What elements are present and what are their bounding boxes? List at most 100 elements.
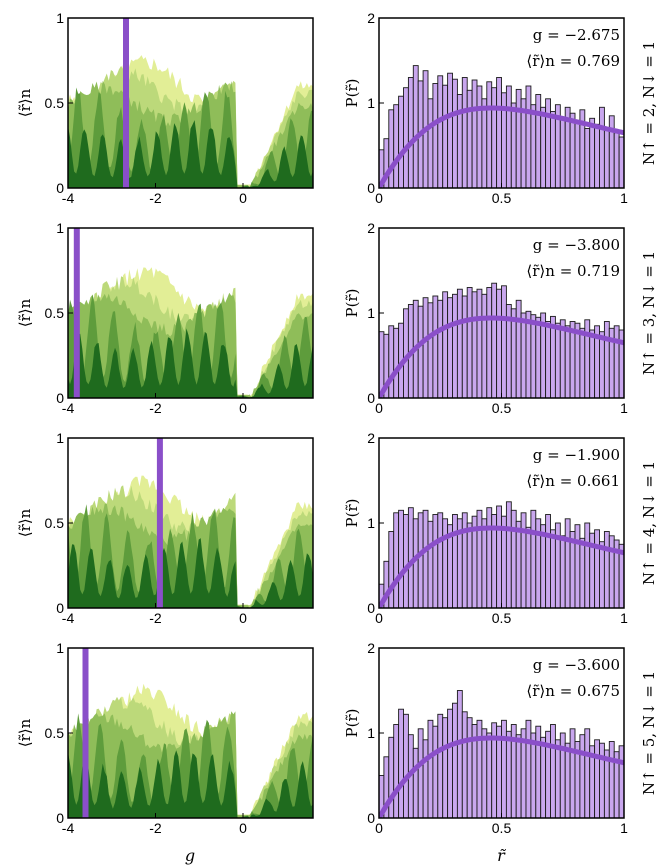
- histogram-bar: [594, 529, 600, 608]
- histogram-bar: [476, 719, 483, 818]
- y-tick-label: 0: [367, 600, 375, 616]
- histogram-bar: [486, 732, 493, 818]
- histogram-bar: [535, 94, 542, 188]
- histogram-bar: [584, 522, 591, 608]
- panel-row2-left: -4 -2 0 0 0.5 1 ⟨r̃⟩n: [16, 220, 314, 416]
- histogram-bar: [442, 717, 449, 818]
- g-value-annotation: g = −3.800: [533, 236, 620, 254]
- histogram-bar: [579, 537, 586, 608]
- y-tick-label: 1: [56, 640, 64, 656]
- histogram-bar: [515, 299, 522, 398]
- histogram-bar: [452, 293, 458, 398]
- y-tick-label: 2: [367, 220, 375, 236]
- histogram-bar: [525, 85, 532, 188]
- histogram-bar: [608, 535, 615, 608]
- histogram-bar: [466, 522, 473, 608]
- histogram-bar: [618, 543, 624, 608]
- histogram-bar: [608, 115, 615, 188]
- histogram-bar: [412, 65, 419, 188]
- histogram-bar: [388, 109, 395, 188]
- histogram-bar: [486, 81, 493, 188]
- panel-row2-right: 0 0.5 1 0 1 2 P(r̃) g = −3.800 ⟨r̃⟩n = 0.719 N↑ =…: [343, 220, 658, 416]
- histogram-bar: [510, 102, 517, 188]
- histogram-bar: [564, 325, 571, 398]
- y-tick-label: 1: [367, 305, 375, 321]
- histogram-bar: [476, 509, 483, 608]
- histogram-bar: [393, 512, 400, 608]
- histogram-bar: [525, 719, 532, 818]
- y-tick-label: 0: [367, 390, 375, 406]
- histogram-bar: [481, 98, 488, 188]
- reference-distribution-curve: [379, 315, 624, 398]
- histogram-bar: [505, 85, 512, 188]
- histogram-bar: [442, 291, 449, 398]
- histogram-bar: [403, 713, 409, 818]
- x-tick-label: 0: [375, 190, 383, 206]
- histogram-bar: [403, 514, 409, 608]
- histogram-bar: [559, 535, 566, 608]
- selected-g-marker-line: [156, 438, 163, 608]
- x-tick-label: 0: [239, 400, 247, 416]
- histogram-bar: [461, 512, 468, 608]
- particle-number-label: N↑ = 2, N↓ = 1: [640, 41, 658, 165]
- reference-distribution-curve: [379, 525, 624, 608]
- histogram-bar: [412, 747, 419, 818]
- histogram-bar: [496, 77, 502, 188]
- y-axis-label: ⟨r̃⟩n: [16, 718, 34, 747]
- histogram-bar: [579, 327, 586, 398]
- histogram-bar: [540, 106, 547, 188]
- histogram-bar: [427, 302, 434, 398]
- y-axis-label: P(r̃): [343, 79, 361, 108]
- y-axis-label: ⟨r̃⟩n: [16, 298, 34, 327]
- x-tick-label: 0.5: [492, 400, 512, 416]
- y-tick-label: 2: [367, 10, 375, 26]
- reference-distribution-curve: [379, 735, 624, 818]
- x-tick-label: 1: [620, 190, 628, 206]
- x-tick-label: 1: [620, 610, 628, 626]
- stacked-band-5: [68, 328, 313, 398]
- histogram-bar: [452, 702, 458, 818]
- histogram-bar: [545, 514, 551, 608]
- y-tick-label: 1: [56, 10, 64, 26]
- histogram-bar: [515, 734, 522, 818]
- histogram-bar: [442, 84, 449, 188]
- x-tick-label: -2: [149, 400, 162, 416]
- histogram-bar: [554, 322, 561, 398]
- y-tick-label: 0: [56, 810, 64, 826]
- x-tick-label: -4: [62, 190, 75, 206]
- histogram-bar: [432, 83, 439, 188]
- histogram-bar: [393, 327, 400, 398]
- histogram-bar: [491, 282, 498, 398]
- histogram-bar: [466, 717, 473, 818]
- x-tick-label: 0: [375, 820, 383, 836]
- histogram-bar: [398, 509, 404, 608]
- histogram-bar: [407, 77, 414, 188]
- y-tick-label: 0: [367, 180, 375, 196]
- histogram-bar: [393, 104, 400, 188]
- histogram-bar: [447, 708, 453, 818]
- histogram-bar: [589, 117, 596, 188]
- histogram-bar: [618, 136, 624, 188]
- x-tick-label: 0: [239, 610, 247, 626]
- histogram-bar: [461, 711, 468, 818]
- histogram-bar: [437, 512, 444, 608]
- histogram-bar: [505, 501, 512, 608]
- histogram-bar: [579, 734, 586, 818]
- histogram-bar: [398, 95, 404, 188]
- histogram-bar: [476, 288, 483, 398]
- x-axis-label-right: r̃: [497, 846, 506, 865]
- histogram-bar: [422, 739, 429, 818]
- selected-g-marker-line: [73, 228, 80, 398]
- histogram-bar: [417, 512, 424, 608]
- y-axis-label: ⟨r̃⟩n: [16, 88, 34, 117]
- histogram-bar: [510, 509, 517, 608]
- histogram-bar: [559, 319, 566, 398]
- g-value-annotation: g = −3.600: [533, 656, 620, 674]
- reference-distribution-curve: [379, 105, 624, 188]
- histogram-bar: [530, 509, 537, 608]
- x-tick-label: -2: [149, 820, 162, 836]
- y-tick-label: 2: [367, 640, 375, 656]
- panel-row3-right: 0 0.5 1 0 1 2 P(r̃) g = −1.900 ⟨r̃⟩n = 0.661 N↑ =…: [343, 430, 658, 626]
- histogram-bar: [608, 741, 615, 818]
- histogram-bar: [427, 520, 434, 608]
